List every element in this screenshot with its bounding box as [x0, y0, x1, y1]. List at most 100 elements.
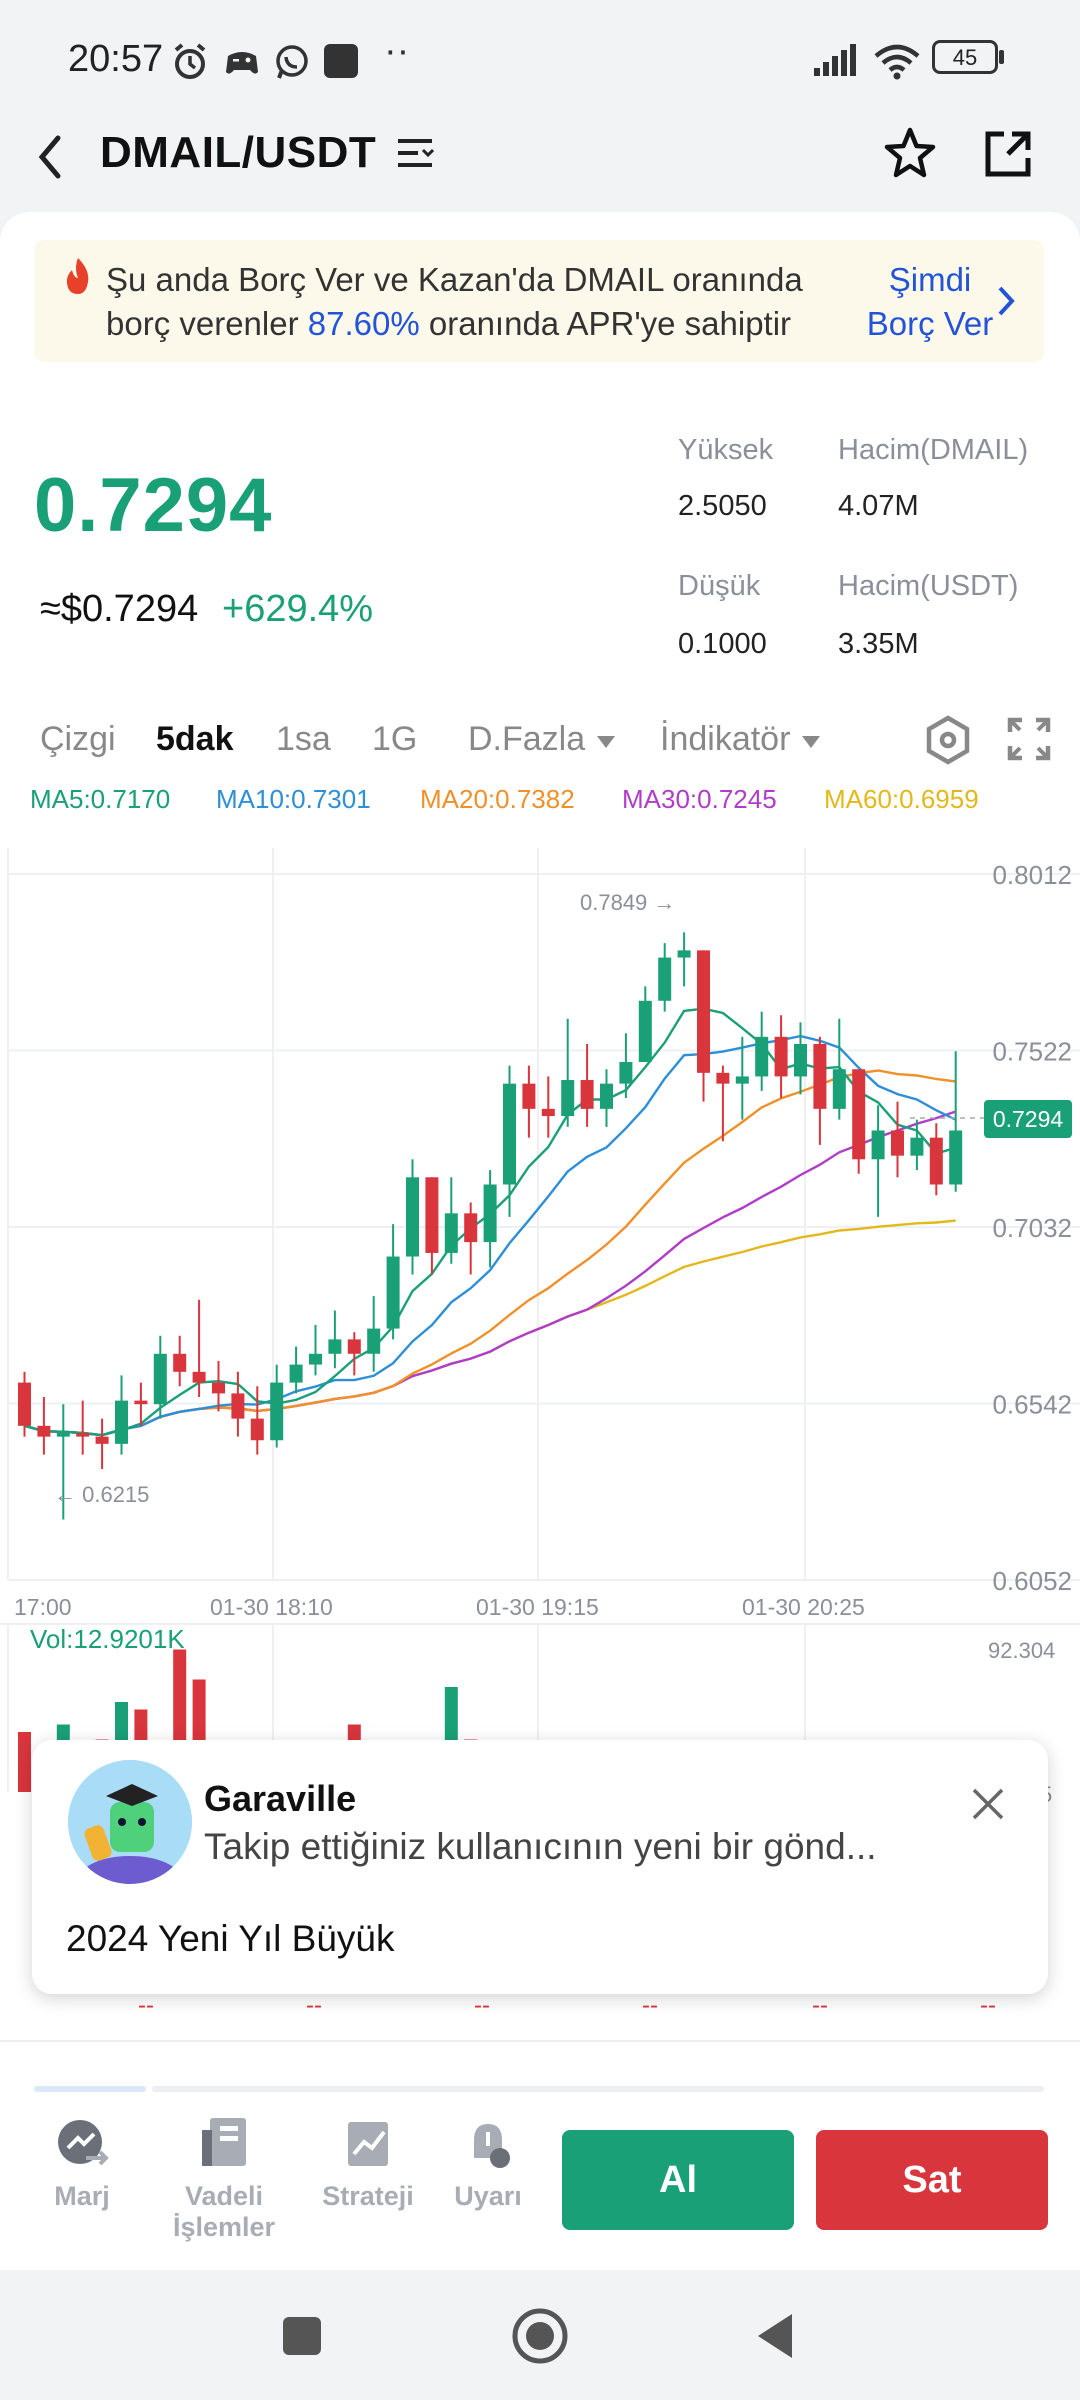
- chart-settings-icon[interactable]: [922, 714, 974, 766]
- candle-body: [658, 957, 672, 1001]
- tab-indicator-label: İndikatör: [660, 720, 791, 758]
- back-arrow-icon[interactable]: [30, 130, 70, 184]
- candle-body: [541, 1108, 555, 1117]
- favorite-star-icon[interactable]: [880, 124, 940, 184]
- notification-sender: Garaville: [204, 1778, 357, 1819]
- tab-1hour[interactable]: 1sa: [276, 720, 331, 758]
- promo-text: Şu anda Borç Ver ve Kazan'da DMAIL oranı…: [106, 258, 866, 346]
- promo-apr-rate: 87.60%: [307, 305, 420, 342]
- battery-tip: [999, 50, 1004, 64]
- tab-more[interactable]: D.Fazla: [468, 720, 617, 759]
- battery-level: 45: [952, 45, 978, 70]
- close-icon[interactable]: [966, 1782, 1010, 1826]
- wifi-icon: [874, 44, 920, 80]
- candle-body: [425, 1177, 439, 1253]
- lend-now-line1: Şimdi: [888, 261, 972, 298]
- sell-button[interactable]: Sat: [816, 2130, 1048, 2230]
- candlestick-chart[interactable]: 0.8012 0.7522 0.7032 0.6542 0.6052 17:00 01-3…: [0, 848, 1080, 1618]
- candle: [735, 1036, 749, 1120]
- more-notifications-dots: ··: [384, 30, 410, 72]
- notification-popup[interactable]: Garaville Takip ettiğiniz kullanıcının y…: [32, 1740, 1048, 1994]
- scroll-track: [152, 2086, 1044, 2092]
- candle-body: [619, 1062, 633, 1084]
- caret-down-icon: [596, 736, 615, 748]
- candle-body: [250, 1418, 264, 1441]
- placeholder-dash: --: [138, 1992, 154, 2019]
- tab-line[interactable]: Çizgi: [40, 720, 116, 758]
- tab-more-label: D.Fazla: [468, 720, 586, 758]
- candle: [289, 1346, 303, 1394]
- candle-body: [328, 1339, 342, 1354]
- candle: [658, 943, 672, 1012]
- candle-body: [386, 1256, 400, 1329]
- volume-base-label: Hacim(DMAIL): [838, 434, 1029, 466]
- y-tick-label: 0.6052: [992, 1566, 1072, 1596]
- strategy-icon: [348, 2122, 388, 2166]
- share-external-icon[interactable]: [978, 124, 1038, 184]
- x-tick-label: 17:00: [14, 1594, 72, 1618]
- chevron-right-icon[interactable]: [994, 284, 1018, 318]
- candle: [716, 1065, 730, 1142]
- high-label: Yüksek: [678, 434, 774, 466]
- candle-body: [289, 1364, 303, 1383]
- ma10-value: MA10:0.7301: [216, 784, 371, 814]
- candle-body: [949, 1130, 963, 1185]
- pair-title[interactable]: DMAIL/USDT: [100, 128, 377, 177]
- app-header: DMAIL/USDT: [0, 120, 1080, 220]
- volume-quote-label: Hacim(USDT): [838, 570, 1019, 602]
- recent-apps-icon[interactable]: [280, 2314, 324, 2358]
- margin-icon: [58, 2120, 109, 2166]
- candle: [328, 1310, 342, 1369]
- candle: [619, 1033, 633, 1099]
- candle-body: [832, 1069, 846, 1109]
- candle-body: [192, 1371, 206, 1383]
- ma60-value: MA60:0.6959: [824, 784, 979, 814]
- status-bar: 20:57 ·· 45: [0, 0, 1080, 120]
- candle: [115, 1375, 128, 1455]
- alert-button[interactable]: Uyarı: [446, 2114, 530, 2212]
- tab-5min[interactable]: 5dak: [156, 720, 234, 758]
- strategy-label: Strateji: [322, 2181, 414, 2211]
- fullscreen-icon[interactable]: [1006, 716, 1052, 762]
- tab-indicator[interactable]: İndikatör: [660, 720, 822, 759]
- ma20-value: MA20:0.7382: [420, 784, 575, 814]
- candle-body: [18, 1382, 31, 1426]
- candle-body: [76, 1433, 90, 1437]
- volume-label: Vol:12.9201K: [30, 1624, 185, 1654]
- lend-earn-banner[interactable]: Şu anda Borç Ver ve Kazan'da DMAIL oranı…: [34, 240, 1044, 362]
- time-axis: 17:00 01-30 18:10 01-30 19:15 01-30 20:25: [14, 1594, 865, 1618]
- futures-button[interactable]: Vadeli İşlemler: [164, 2114, 284, 2243]
- home-icon[interactable]: [510, 2306, 570, 2366]
- y-tick-label: 0.7032: [992, 1213, 1072, 1243]
- caret-down-icon: [801, 736, 820, 748]
- back-nav-icon[interactable]: [752, 2310, 800, 2362]
- candle-body: [95, 1436, 109, 1444]
- candle-body: [212, 1382, 225, 1394]
- candle-body: [871, 1130, 885, 1160]
- volume-max-value: 92.304: [988, 1638, 1056, 1663]
- system-nav-bar: [0, 2270, 1080, 2400]
- pair-menu-icon[interactable]: [396, 134, 434, 172]
- lend-now-line2: Borç Ver: [866, 305, 994, 342]
- placeholder-dash: --: [474, 1992, 490, 2019]
- candle: [173, 1335, 187, 1387]
- candle: [270, 1364, 284, 1448]
- tab-1day[interactable]: 1G: [372, 720, 418, 758]
- candle-body: [56, 1433, 70, 1437]
- candle-body: [406, 1177, 419, 1257]
- margin-button[interactable]: Marj: [40, 2114, 124, 2212]
- y-tick-label: 0.6542: [992, 1390, 1072, 1420]
- ma-legend: MA5:0.7170 MA10:0.7301 MA20:0.7382 MA30:…: [0, 784, 1080, 824]
- strategy-button[interactable]: Strateji: [316, 2114, 420, 2212]
- candle: [18, 1371, 31, 1437]
- candle-body: [891, 1130, 904, 1156]
- buy-button[interactable]: Al: [562, 2130, 794, 2230]
- scroll-tab-indicator: [34, 2086, 146, 2092]
- lend-now-link[interactable]: Şimdi Borç Ver: [850, 258, 1010, 346]
- x-tick-label: 01-30 19:15: [476, 1594, 599, 1618]
- change-percent: +629.4%: [222, 588, 374, 630]
- margin-label: Marj: [54, 2181, 110, 2211]
- x-tick-label: 01-30 20:25: [742, 1594, 865, 1618]
- y-tick-label: 0.8012: [992, 860, 1072, 890]
- candle: [794, 1022, 807, 1095]
